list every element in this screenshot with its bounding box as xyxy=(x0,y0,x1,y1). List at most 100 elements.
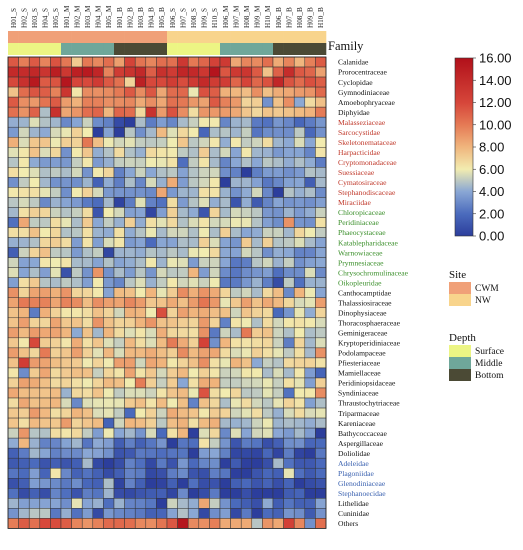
heatmap-cell xyxy=(177,207,189,218)
heatmap-cell xyxy=(315,287,327,298)
heatmap-cell xyxy=(18,357,30,369)
row-label: Cymatosiraceae xyxy=(338,178,387,187)
heatmap-cell xyxy=(283,488,295,499)
heatmap-cell xyxy=(230,347,242,359)
heatmap-cell xyxy=(156,337,168,349)
annotation-bars xyxy=(8,31,327,55)
heatmap-cell xyxy=(283,167,295,178)
depth-legend-swatch xyxy=(449,357,471,369)
heatmap-cell xyxy=(134,367,147,379)
heatmap-cell xyxy=(209,66,221,78)
heatmap-cell xyxy=(198,518,210,529)
heatmap-cell xyxy=(113,407,125,419)
heatmap-cell xyxy=(187,347,200,359)
heatmap-cell xyxy=(187,498,200,509)
heatmap-cell xyxy=(39,397,51,409)
heatmap-cell xyxy=(283,357,295,369)
heatmap-cell xyxy=(50,467,62,479)
heatmap-cell xyxy=(145,147,157,158)
heatmap-cell xyxy=(134,136,147,148)
heatmap-cell xyxy=(134,167,147,178)
heatmap-cell xyxy=(209,347,221,359)
heatmap-cell xyxy=(293,467,306,479)
heatmap-cell xyxy=(283,187,295,198)
heatmap-cell xyxy=(272,247,284,258)
heatmap-cell xyxy=(50,116,62,128)
heatmap-cell xyxy=(134,387,147,399)
column-label: H01_M xyxy=(63,5,71,28)
heatmap-cell xyxy=(28,498,41,509)
heatmap-cell xyxy=(315,407,327,419)
heatmap-cell xyxy=(293,447,306,459)
heatmap-cell xyxy=(81,277,94,288)
heatmap-cell xyxy=(28,197,41,208)
heatmap-cell xyxy=(209,227,221,238)
depth-annotation-cell xyxy=(273,43,284,55)
heatmap-cell xyxy=(71,457,83,469)
heatmap-cell xyxy=(272,387,284,399)
heatmap-cell xyxy=(60,157,72,168)
heatmap-cell xyxy=(198,147,210,158)
heatmap-cell xyxy=(92,106,104,118)
heatmap-cell xyxy=(293,116,306,128)
heatmap-cell xyxy=(198,157,210,168)
heatmap-cell xyxy=(187,407,200,419)
heatmap-cell xyxy=(92,147,104,158)
heatmap-cell xyxy=(71,136,83,148)
heatmap-cell xyxy=(315,187,327,198)
heatmap-cell xyxy=(124,437,136,449)
site-annotation-cell xyxy=(124,31,136,43)
heatmap-cell xyxy=(198,227,210,238)
heatmap-cell xyxy=(145,126,157,138)
heatmap-cell xyxy=(156,357,168,369)
heatmap-cell xyxy=(198,437,210,449)
heatmap-cell xyxy=(240,467,253,479)
heatmap-cell xyxy=(7,126,19,138)
heatmap-cell xyxy=(209,508,221,519)
heatmap-cell xyxy=(304,427,316,439)
heatmap-cell xyxy=(187,437,200,449)
heatmap-cell xyxy=(71,227,83,238)
heatmap-cell xyxy=(272,347,284,359)
heatmap-cell xyxy=(251,167,263,178)
heatmap-cell xyxy=(28,237,41,248)
heatmap-cell xyxy=(251,337,263,349)
heatmap-cell xyxy=(7,147,19,158)
heatmap-cell xyxy=(219,106,231,118)
column-label: H06_B xyxy=(275,7,283,28)
heatmap-cell xyxy=(219,217,231,228)
heatmap-cell xyxy=(81,207,94,218)
heatmap-cell xyxy=(272,498,284,509)
heatmap-cell xyxy=(166,76,178,88)
heatmap-cell xyxy=(113,136,125,148)
heatmap-cell xyxy=(71,116,83,128)
heatmap-cell xyxy=(230,247,242,258)
heatmap-cell xyxy=(7,217,19,228)
heatmap-cell xyxy=(283,387,295,399)
heatmap-cell xyxy=(293,207,306,218)
column-label: H02_M xyxy=(73,5,81,28)
heatmap-cell xyxy=(39,247,51,258)
color-scale-tick: 12.00 xyxy=(479,95,512,110)
heatmap-cell xyxy=(81,488,94,499)
heatmap-cell xyxy=(304,237,316,248)
heatmap-cell xyxy=(293,227,306,238)
heatmap-cell xyxy=(283,66,295,78)
heatmap-cell xyxy=(240,417,253,429)
color-scale-tick: 10.00 xyxy=(479,117,512,132)
heatmap-cell xyxy=(124,367,136,379)
heatmap-cell xyxy=(240,217,253,228)
heatmap-cell xyxy=(124,387,136,399)
heatmap-cell xyxy=(92,317,104,329)
heatmap-cell xyxy=(230,387,242,399)
heatmap-cell xyxy=(304,66,316,78)
heatmap-cell xyxy=(156,467,168,479)
heatmap-cell xyxy=(71,237,83,248)
heatmap-cell xyxy=(315,157,327,168)
heatmap-cell xyxy=(304,86,316,98)
heatmap-cell xyxy=(7,467,19,479)
heatmap-cell xyxy=(283,508,295,519)
heatmap-cell xyxy=(103,488,115,499)
heatmap-cell xyxy=(187,327,200,339)
heatmap-cell xyxy=(293,508,306,519)
